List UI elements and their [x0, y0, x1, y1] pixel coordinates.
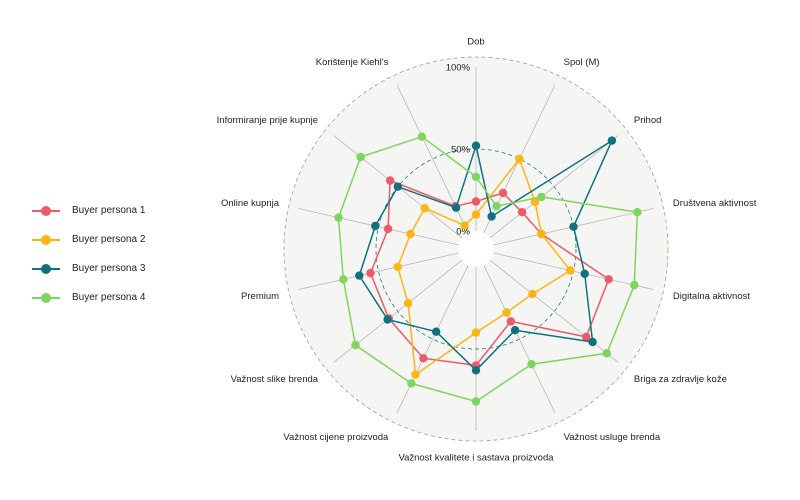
series-point: [334, 213, 343, 222]
radar-tick-label: 0%: [456, 227, 470, 238]
series-point: [393, 182, 402, 191]
axis-label: Važnost usluge brenda: [564, 432, 661, 443]
legend-swatch: [32, 234, 60, 246]
legend-item: Buyer persona 1: [32, 196, 145, 225]
series-point: [366, 268, 375, 278]
series-point: [630, 280, 639, 290]
legend-item: Buyer persona 2: [32, 225, 145, 254]
radar-grid: [283, 56, 669, 442]
axis-label: Važnost slike brenda: [231, 374, 319, 385]
radar-tick-labels: 0% 50% 100%: [446, 63, 471, 238]
series-point: [582, 332, 591, 342]
series-point: [355, 271, 364, 280]
series-point: [393, 262, 402, 272]
legend-label: Buyer persona 3: [72, 263, 146, 274]
series-point: [419, 354, 428, 363]
series-point: [356, 152, 365, 162]
series-point: [460, 221, 469, 230]
series-point: [471, 141, 481, 150]
series-point: [403, 299, 413, 308]
series-point: [451, 203, 461, 212]
series-point: [602, 349, 611, 358]
axis-label: Informiranje prije kupnje: [217, 115, 318, 126]
series-point: [537, 229, 546, 239]
series-4: [334, 132, 642, 406]
series-point: [498, 188, 508, 198]
series-point: [569, 222, 578, 231]
series-point: [420, 203, 429, 213]
series-point: [385, 176, 395, 185]
axis-label: Prihod: [634, 115, 661, 126]
series-point: [339, 275, 348, 284]
series-point: [471, 197, 481, 206]
series-point: [588, 337, 597, 347]
series-point: [604, 275, 613, 284]
series-point: [506, 317, 515, 326]
series-point: [471, 397, 481, 406]
series-point: [510, 326, 520, 335]
series-point: [432, 327, 441, 336]
legend-item: Buyer persona 3: [32, 254, 145, 283]
series-point: [487, 212, 496, 221]
legend-label: Buyer persona 4: [72, 292, 146, 303]
series-point: [517, 208, 527, 217]
axis-label: Društvena aktivnost: [673, 198, 757, 209]
radar-spoke: [298, 252, 459, 290]
axis-label: Dob: [467, 37, 484, 48]
legend-swatch: [32, 263, 60, 275]
axis-label: Važnost cijene proizvoda: [283, 432, 389, 443]
legend-swatch: [32, 205, 60, 217]
series-point: [633, 208, 642, 217]
axis-label: Briga za zdravlje kože: [634, 374, 727, 385]
series-point: [407, 379, 416, 388]
series-1: [366, 176, 613, 370]
legend-item: Buyer persona 4: [32, 283, 145, 312]
series-point: [580, 269, 589, 278]
series-2: [393, 154, 575, 379]
series-point: [528, 289, 537, 299]
axis-label: Premium: [241, 291, 279, 302]
legend-label: Buyer persona 2: [72, 234, 146, 245]
series-point: [383, 224, 393, 234]
axis-label: Važnost kvalitete i sastava proizvoda: [398, 453, 554, 464]
series-point: [351, 340, 360, 350]
series-point: [471, 172, 481, 182]
radar-center: [458, 231, 494, 267]
axis-label: Online kupnja: [221, 198, 280, 209]
radar-spoke: [483, 265, 556, 414]
radar-tick-label: 50%: [451, 145, 471, 156]
axis-label: Digitalna aktivnost: [673, 291, 750, 302]
series-point: [371, 221, 380, 231]
series-3: [355, 136, 617, 375]
series-point: [471, 328, 481, 337]
series-point: [471, 366, 481, 375]
series-point: [607, 136, 617, 145]
series-point: [515, 154, 524, 164]
series-point: [566, 266, 575, 275]
series-point: [530, 197, 540, 207]
radar-spoke: [396, 265, 469, 414]
radar-axis-labels: Dob Spol (M) Prihod Društvena aktivnost Digi…: [217, 37, 757, 464]
series-point: [471, 210, 481, 219]
series-point: [411, 370, 420, 379]
radar-series: [334, 132, 642, 406]
series-point: [527, 360, 536, 369]
series-point: [537, 192, 546, 202]
axis-label: Spol (M): [564, 57, 600, 68]
legend-label: Buyer persona 1: [72, 205, 146, 216]
series-point: [492, 202, 501, 211]
radar-spoke: [489, 259, 619, 363]
series-point: [502, 308, 511, 317]
series-point: [417, 132, 427, 141]
series-point: [383, 315, 392, 324]
axis-label: Korištenje Kiehl's: [316, 57, 389, 68]
radar-tick-label: 100%: [446, 63, 471, 74]
legend-swatch: [32, 292, 60, 304]
legend: Buyer persona 1 Buyer persona 2 Buyer pers…: [32, 196, 145, 312]
series-point: [406, 229, 415, 239]
